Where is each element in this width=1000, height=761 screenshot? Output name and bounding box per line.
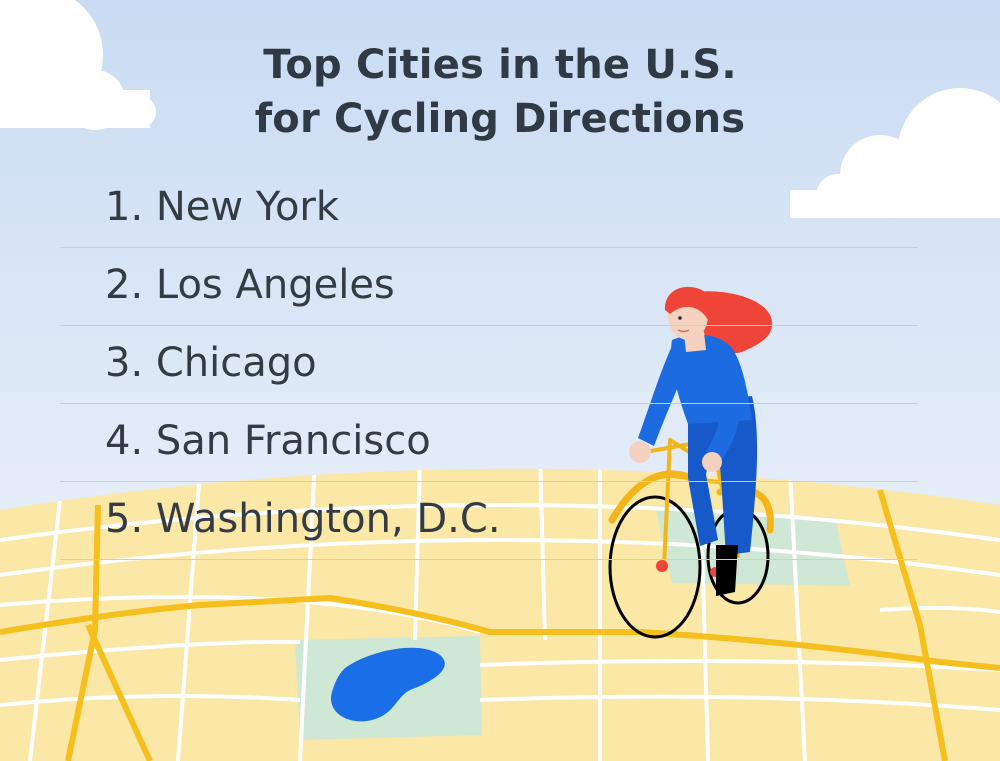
title-line-2: for Cycling Directions (254, 96, 746, 142)
page-title: Top Cities in the U.S. for Cycling Direc… (0, 38, 1000, 146)
list-item-label: 1. New York (105, 184, 340, 230)
title-line-1: Top Cities in the U.S. (263, 42, 737, 88)
list-item-label: 2. Los Angeles (105, 262, 395, 308)
list-item-label: 4. San Francisco (105, 418, 431, 464)
cyclist-icon (608, 286, 774, 639)
list-item: 1. New York (60, 170, 918, 248)
cloud-icon (790, 88, 1000, 218)
list-item: 2. Los Angeles (60, 248, 918, 326)
cloud-icon (0, 0, 156, 130)
list-item: 4. San Francisco (60, 404, 918, 482)
city-ranking-list: 1. New York 2. Los Angeles 3. Chicago 4.… (60, 170, 918, 560)
list-item: 5. Washington, D.C. (60, 482, 918, 560)
list-item-label: 3. Chicago (105, 340, 317, 386)
city-map (0, 468, 1000, 761)
lake-icon (331, 647, 445, 722)
list-item-label: 5. Washington, D.C. (105, 496, 501, 542)
list-item: 3. Chicago (60, 326, 918, 404)
